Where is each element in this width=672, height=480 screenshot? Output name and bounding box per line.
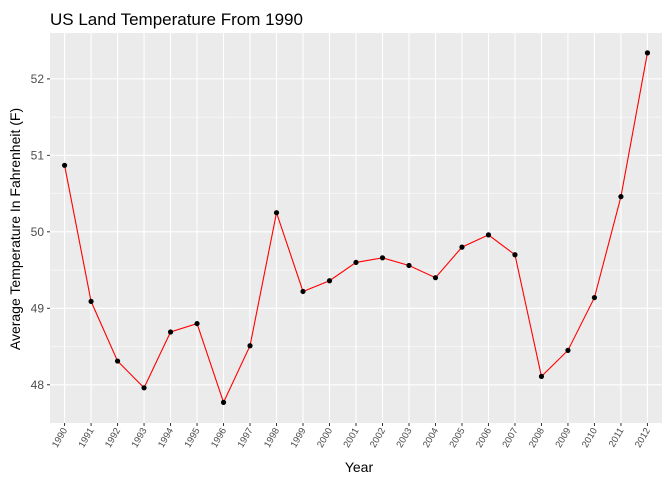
x-tick-label: 2003 — [394, 426, 414, 450]
x-tick-label: 1995 — [183, 426, 203, 450]
data-point — [300, 288, 306, 295]
data-point — [88, 298, 94, 305]
x-tick-label: 2005 — [447, 426, 467, 450]
data-point — [512, 252, 518, 258]
x-tick-label: 1993 — [130, 426, 150, 450]
x-tick-label: 1991 — [77, 426, 97, 450]
data-point — [485, 232, 492, 238]
x-tick-label: 2002 — [368, 426, 388, 450]
x-tick-label: 2007 — [500, 426, 520, 450]
x-tick-label: 2010 — [580, 426, 600, 450]
y-axis-title: Average Temperature In Fahrenheit (F) — [7, 108, 23, 350]
data-point — [538, 373, 545, 379]
x-axis-title: Year — [345, 459, 374, 475]
y-tick-label: 51 — [31, 148, 45, 162]
x-tick-label: 1990 — [50, 426, 70, 450]
data-point — [565, 347, 571, 353]
x-tick-label: 1999 — [289, 426, 309, 450]
y-axis: 48 49 50 51 52 — [31, 72, 50, 392]
y-tick-label: 52 — [31, 72, 45, 86]
data-point — [618, 194, 624, 200]
data-point — [644, 50, 651, 56]
series-points-group — [61, 50, 651, 405]
x-tick-label: 2000 — [315, 426, 335, 450]
data-point — [432, 275, 439, 281]
data-point — [591, 294, 598, 301]
x-tick-label: 1994 — [156, 426, 176, 450]
data-point — [379, 255, 386, 261]
y-tick-label: 50 — [31, 225, 45, 239]
data-point — [114, 358, 121, 364]
x-tick-label: 2009 — [553, 426, 573, 450]
x-tick-label: 2012 — [633, 426, 653, 450]
x-tick-label: 1998 — [262, 426, 282, 450]
y-tick-label: 49 — [31, 301, 45, 315]
x-tick-label: 2006 — [474, 426, 494, 450]
x-axis: 1990 1991 1992 1993 1994 1995 1996 1997 1998 1999… — [50, 423, 653, 450]
x-tick-label: 2008 — [527, 426, 547, 450]
data-point — [167, 329, 174, 335]
x-tick-label: 1992 — [103, 426, 123, 450]
x-tick-label: 2004 — [421, 426, 441, 450]
data-point — [273, 210, 280, 216]
x-tick-label: 1997 — [236, 426, 256, 450]
x-tick-label: 2011 — [607, 426, 627, 449]
data-point — [220, 399, 227, 405]
chart-title: US Land Temperature From 1990 — [50, 10, 303, 29]
data-point — [141, 385, 147, 391]
data-point — [353, 259, 359, 266]
data-point — [406, 262, 412, 269]
data-point — [326, 278, 333, 284]
y-tick-label: 48 — [31, 378, 45, 392]
x-tick-label: 2001 — [342, 426, 362, 450]
data-point — [459, 244, 465, 250]
data-point — [61, 162, 68, 168]
major-gridlines — [50, 33, 662, 423]
data-point — [247, 343, 253, 349]
data-point — [194, 320, 200, 327]
x-tick-label: 1996 — [209, 426, 229, 450]
